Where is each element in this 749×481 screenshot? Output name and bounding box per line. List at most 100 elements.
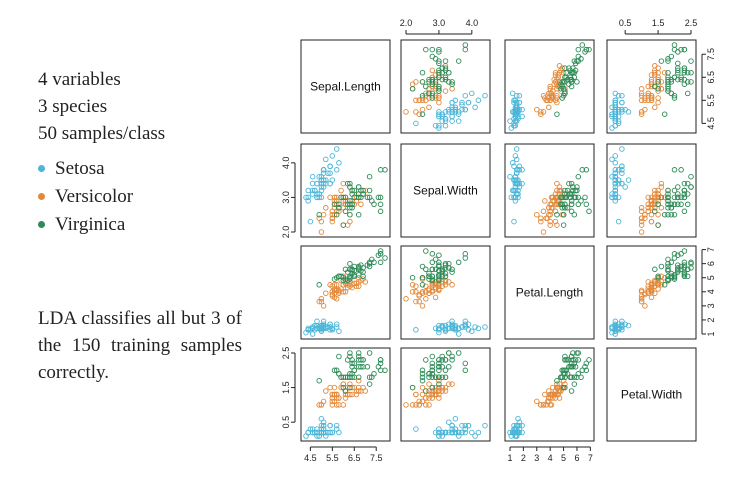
point-versicolor-2-1-2 (439, 276, 445, 282)
point-virginica-2-0-48 (344, 269, 351, 275)
point-virginica-2-3-44 (688, 265, 694, 271)
point-virginica-3-1-9 (455, 350, 462, 356)
point-versicolor-3-1-34 (436, 384, 442, 391)
point-virginica-3-0-33 (347, 384, 353, 391)
point-versicolor-0-2-21 (547, 83, 553, 90)
point-versicolor-3-0-31 (329, 402, 336, 408)
point-virginica-2-1-31 (462, 255, 469, 261)
point-virginica-3-1-40 (439, 353, 445, 360)
point-virginica-3-2-21 (559, 367, 565, 374)
point-virginica-2-0-44 (355, 265, 362, 271)
point-setosa-0-3-42 (612, 122, 619, 129)
point-virginica-0-1-21 (429, 95, 436, 101)
point-versicolor-3-0-36 (355, 384, 362, 391)
point-versicolor-1-3-44 (648, 205, 655, 211)
point-setosa-2-0-43 (318, 322, 325, 329)
point-versicolor-1-2-18 (554, 222, 560, 228)
point-setosa-1-2-15 (513, 146, 520, 152)
point-virginica-3-0-45 (355, 357, 362, 363)
point-virginica-2-3-18 (681, 248, 688, 254)
point-virginica-0-3-22 (671, 46, 678, 53)
point-versicolor-1-2-36 (556, 191, 563, 197)
tick-label-sepal-length-y-1: 5.5 (706, 94, 716, 107)
point-setosa-1-3-9 (609, 191, 615, 197)
point-virginica-1-3-39 (675, 191, 681, 197)
point-virginica-0-1-33 (429, 79, 436, 85)
point-setosa-1-3-34 (612, 191, 619, 197)
point-versicolor-3-1-44 (426, 391, 432, 398)
point-virginica-1-0-22 (377, 201, 384, 208)
point-versicolor-3-1-45 (436, 395, 442, 401)
point-versicolor-2-1-18 (409, 282, 416, 288)
point-setosa-1-2-29 (515, 187, 521, 194)
point-versicolor-3-1-26 (429, 388, 436, 394)
point-versicolor-3-2-29 (540, 402, 547, 408)
point-setosa-2-0-14 (336, 328, 342, 334)
point-versicolor-0-1-43 (413, 109, 419, 115)
point-setosa-1-2-33 (512, 153, 519, 159)
point-versicolor-3-2-8 (555, 391, 561, 398)
point-setosa-0-3-43 (625, 109, 632, 115)
point-virginica-3-1-28 (429, 364, 436, 370)
point-virginica-3-2-7 (578, 374, 584, 380)
point-versicolor-2-1-43 (413, 298, 419, 305)
point-versicolor-3-1-0 (442, 388, 449, 394)
point-virginica-1-0-48 (344, 180, 351, 187)
point-versicolor-3-1-23 (429, 395, 436, 401)
point-versicolor-1-2-40 (552, 208, 559, 215)
point-virginica-2-1-8 (419, 263, 426, 270)
point-virginica-0-3-8 (665, 69, 671, 76)
point-setosa-2-3-49 (612, 325, 619, 332)
point-virginica-2-0-38 (340, 277, 347, 284)
point-setosa-0-1-38 (436, 122, 442, 129)
tick-label-sepal-width-x-2: 4.0 (466, 18, 479, 28)
point-virginica-3-2-43 (572, 357, 579, 363)
point-versicolor-1-2-14 (542, 198, 548, 204)
point-virginica-2-1-35 (436, 259, 442, 266)
point-virginica-1-2-38 (558, 194, 564, 201)
point-setosa-2-1-41 (413, 327, 419, 333)
point-virginica-3-2-29 (571, 381, 578, 387)
point-versicolor-3-2-26 (558, 388, 564, 394)
point-versicolor-3-2-48 (534, 398, 540, 405)
point-setosa-3-0-42 (305, 429, 311, 436)
point-versicolor-1-3-23 (645, 201, 651, 208)
point-versicolor-1-3-12 (638, 222, 645, 228)
point-setosa-2-1-49 (446, 325, 452, 332)
point-virginica-2-3-48 (681, 269, 688, 275)
point-virginica-3-0-17 (377, 360, 384, 367)
summary-panel: 4 variables 3 species 50 samples/class S… (38, 66, 248, 239)
point-virginica-1-2-22 (583, 201, 590, 208)
point-versicolor-3-1-15 (439, 388, 445, 394)
point-virginica-3-2-35 (575, 357, 582, 363)
point-virginica-3-1-34 (423, 388, 429, 394)
point-virginica-3-1-14 (429, 353, 436, 360)
point-virginica-3-2-49 (562, 374, 568, 380)
point-virginica-3-2-22 (583, 367, 590, 374)
point-virginica-2-3-39 (675, 269, 681, 275)
point-versicolor-0-3-36 (655, 69, 661, 76)
point-setosa-3-0-48 (325, 429, 331, 436)
point-virginica-3-1-25 (442, 374, 449, 380)
point-versicolor-1-2-7 (538, 215, 544, 221)
tick-label-sepal-width-y-2: 4.0 (281, 157, 291, 170)
point-virginica-3-0-44 (355, 350, 362, 356)
point-virginica-3-1-46 (419, 371, 426, 377)
point-versicolor-1-3-22 (655, 211, 661, 218)
point-virginica-0-3-38 (665, 86, 671, 92)
point-virginica-2-3-4 (678, 263, 684, 270)
point-versicolor-2-1-7 (416, 298, 422, 305)
point-versicolor-3-2-9 (546, 388, 552, 394)
point-virginica-1-0-30 (371, 201, 377, 208)
point-versicolor-0-1-33 (426, 86, 432, 92)
point-versicolor-0-3-17 (638, 90, 645, 97)
point-virginica-1-0-17 (377, 167, 384, 173)
point-versicolor-1-0-31 (329, 215, 336, 221)
point-setosa-3-2-45 (512, 426, 519, 432)
panel-2-0 (300, 245, 391, 340)
point-setosa-1-2-45 (512, 194, 519, 201)
point-virginica-3-2-37 (567, 374, 574, 380)
point-versicolor-1-3-15 (652, 191, 658, 197)
point-versicolor-0-3-9 (652, 104, 658, 111)
point-virginica-3-0-29 (366, 381, 373, 387)
